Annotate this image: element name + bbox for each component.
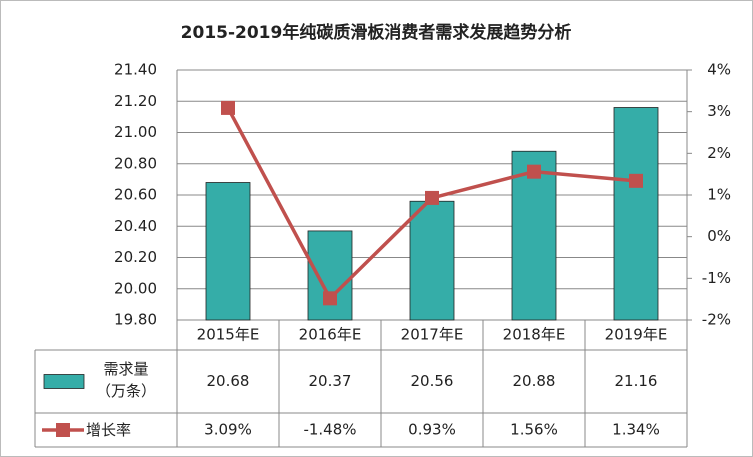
y2-tick-label: 4% (707, 61, 731, 79)
chart-title: 2015-2019年纯碳质滑板消费者需求发展趋势分析 (181, 22, 572, 43)
y2-tick-label: 0% (707, 227, 731, 245)
table-value: 20.56 (411, 372, 454, 390)
x-tick-label: 2017年E (401, 326, 464, 344)
bar (307, 230, 353, 321)
legend-label: 需求量 （万条） (95, 360, 156, 400)
bar (409, 200, 455, 321)
y2-tick-label: 3% (707, 102, 731, 120)
legend-symbol (43, 374, 85, 389)
y-tick-label: 20.80 (114, 154, 157, 172)
y-tick-label: 20.20 (114, 248, 157, 266)
legend-entry: 增长率 (86, 421, 132, 439)
y2-tick-label: -2% (702, 311, 731, 329)
table-value: 20.37 (309, 372, 352, 390)
y-tick-label: 20.00 (114, 279, 157, 297)
marker (425, 190, 439, 205)
bar (613, 107, 659, 321)
marker (221, 100, 235, 115)
table-value: 20.88 (513, 372, 556, 390)
legend-entry: 需求量 （万条） (95, 360, 156, 400)
marker (527, 164, 541, 179)
y-tick-label: 19.80 (114, 311, 157, 329)
table-value: 1.34% (612, 421, 660, 439)
table-value: -1.48% (303, 421, 356, 439)
marker (629, 173, 643, 188)
legend-symbol (56, 423, 70, 437)
y-tick-label: 20.40 (114, 217, 157, 235)
y-tick-label: 21.20 (114, 92, 157, 110)
table-value: 3.09% (204, 421, 252, 439)
y2-tick-label: 2% (707, 144, 731, 162)
y2-tick-label: 1% (707, 186, 731, 204)
y-tick-label: 21.00 (114, 123, 157, 141)
marker (323, 291, 337, 306)
table-value: 20.68 (207, 372, 250, 390)
x-tick-label: 2018年E (503, 326, 566, 344)
table-value: 1.56% (510, 421, 558, 439)
y-tick-label: 20.60 (114, 186, 157, 204)
x-tick-label: 2016年E (299, 326, 362, 344)
x-tick-label: 2015年E (197, 326, 260, 344)
y2-tick-label: -1% (702, 269, 731, 287)
bar (511, 150, 557, 321)
bar (205, 182, 251, 321)
x-tick-label: 2019年E (605, 326, 668, 344)
table-value: 0.93% (408, 421, 456, 439)
legend-label: 增长率 (86, 421, 132, 439)
table-value: 21.16 (615, 372, 658, 390)
y-tick-label: 21.40 (114, 61, 157, 79)
